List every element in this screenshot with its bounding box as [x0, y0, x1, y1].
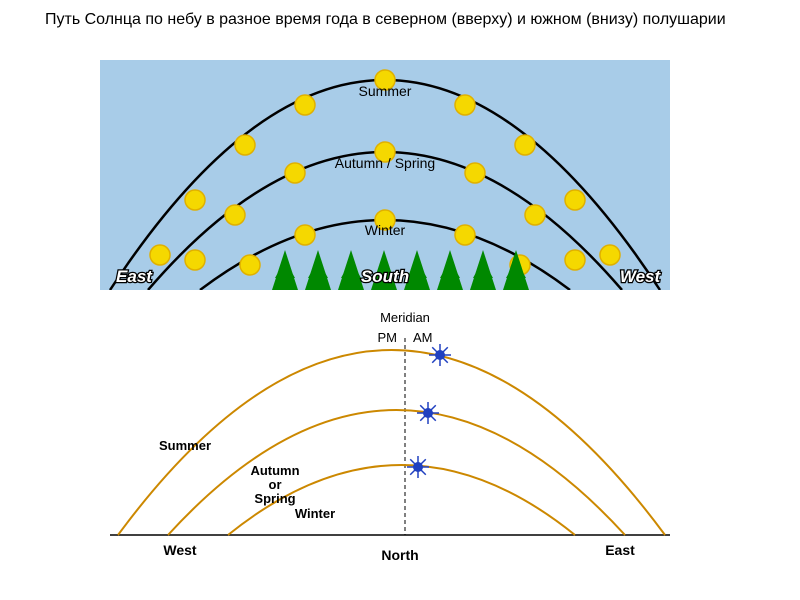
- svg-text:Autumn: Autumn: [250, 463, 299, 478]
- svg-text:South: South: [361, 267, 409, 286]
- page-title: Путь Солнца по небу в разное время года …: [45, 10, 745, 31]
- northern-hemisphere-diagram: Summer Autumn / Spring Winter East South Wes…: [100, 60, 670, 290]
- svg-text:East: East: [116, 267, 153, 286]
- pm-label: PM: [378, 330, 398, 345]
- svg-text:Autumn / Spring: Autumn / Spring: [335, 155, 435, 171]
- svg-text:or: or: [269, 477, 282, 492]
- southern-hemisphere-diagram: Summer AutumnorSpringWinter Meridian PM A…: [100, 300, 680, 580]
- svg-text:Summer: Summer: [359, 83, 412, 99]
- svg-text:Winter: Winter: [295, 506, 335, 521]
- svg-text:West: West: [163, 542, 197, 558]
- svg-text:East: East: [605, 542, 635, 558]
- am-label: AM: [413, 330, 433, 345]
- meridian-label: Meridian: [380, 310, 430, 325]
- svg-text:Spring: Spring: [254, 491, 295, 506]
- svg-text:North: North: [381, 547, 418, 563]
- svg-text:West: West: [620, 267, 662, 286]
- svg-text:Winter: Winter: [365, 222, 406, 238]
- svg-text:Summer: Summer: [159, 438, 211, 453]
